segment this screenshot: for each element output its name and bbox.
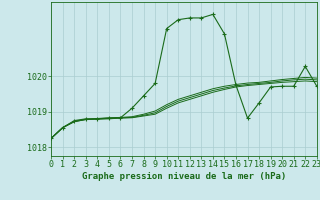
X-axis label: Graphe pression niveau de la mer (hPa): Graphe pression niveau de la mer (hPa) (82, 172, 286, 181)
